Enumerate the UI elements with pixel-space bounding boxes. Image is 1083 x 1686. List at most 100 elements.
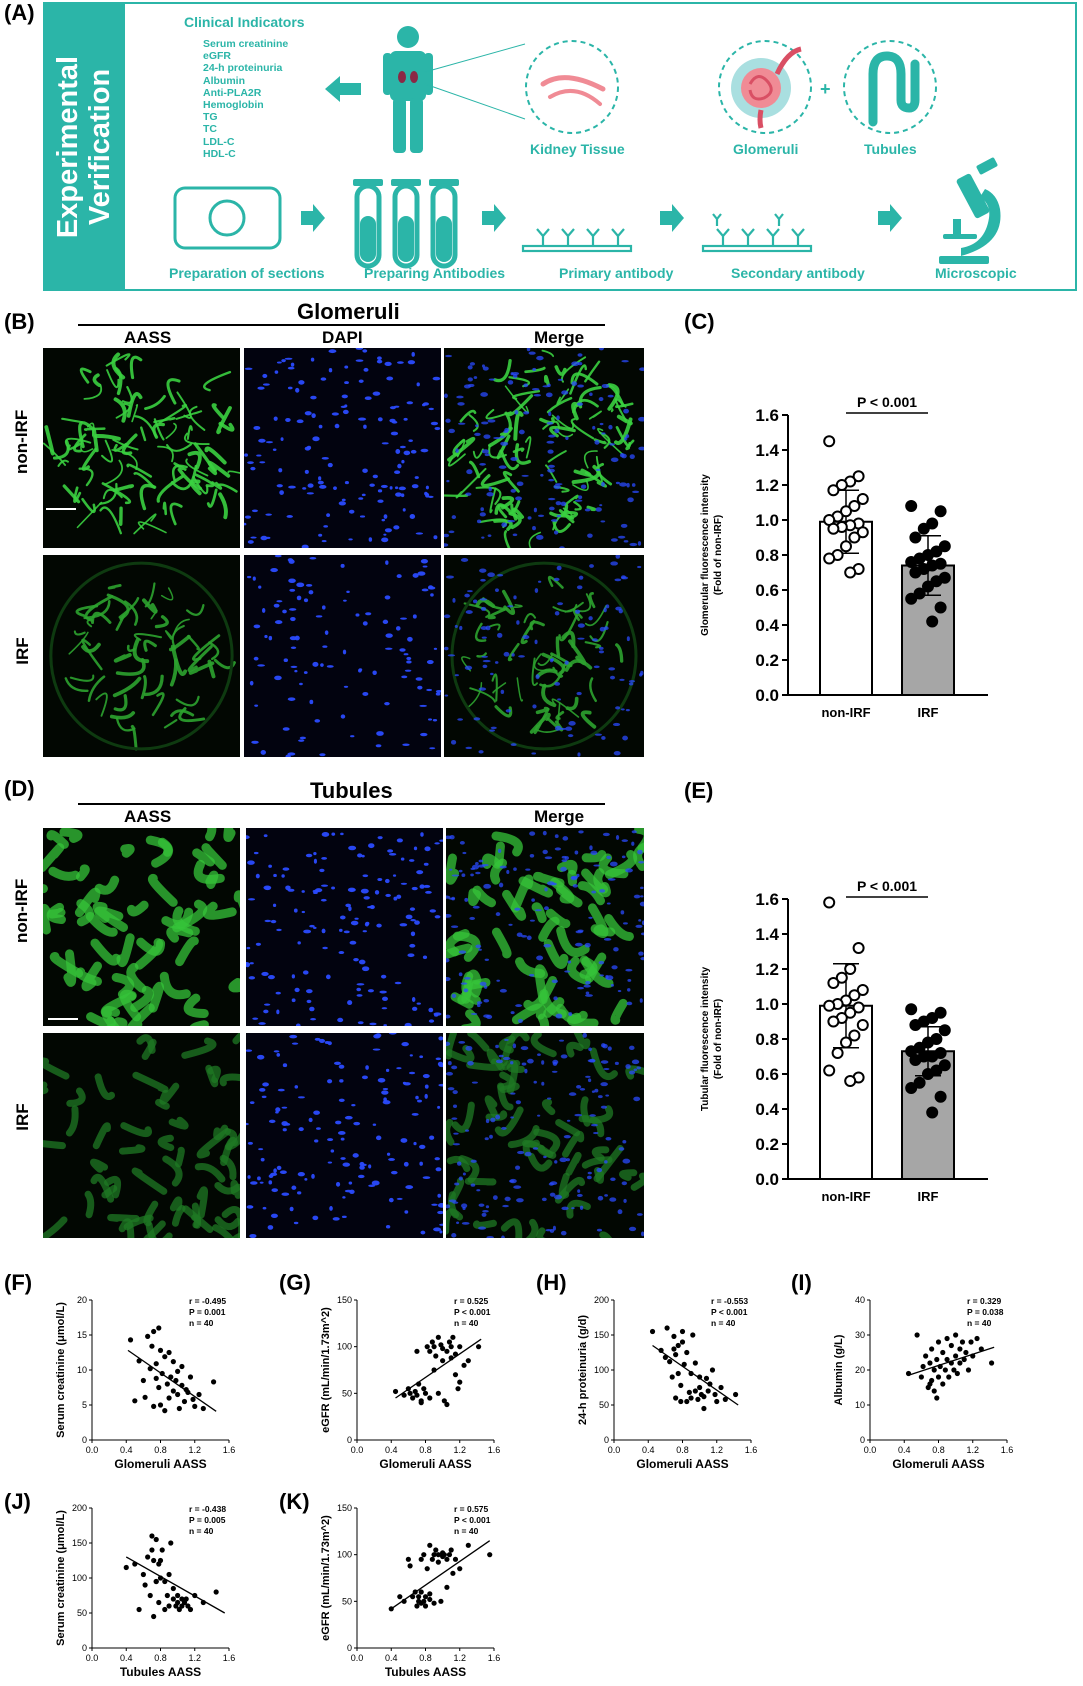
y-tick-label: 200 — [72, 1503, 87, 1513]
data-point — [934, 601, 947, 614]
y-tick-label: 1.4 — [755, 441, 779, 460]
data-point — [848, 500, 861, 512]
micrograph-tubules-aass-non-irf — [43, 828, 240, 1026]
data-point — [142, 1394, 148, 1400]
data-point — [844, 963, 857, 975]
data-point — [673, 1352, 679, 1358]
y-tick-label: 0.4 — [755, 616, 779, 635]
micrograph-tubules-merge-irf — [446, 1033, 644, 1238]
data-point — [166, 1603, 172, 1609]
x-tick-label: 1.2 — [966, 1445, 979, 1455]
data-point — [856, 526, 869, 539]
data-point — [431, 1600, 437, 1606]
y-tick-label: 15 — [77, 1330, 87, 1340]
y-axis-label: Tubular fluorescence intensity (Fold of n… — [700, 966, 724, 1111]
data-point — [905, 556, 918, 568]
x-tick-label: 0.8 — [676, 1445, 689, 1455]
data-point — [965, 1367, 972, 1373]
y-tick-label: 0 — [347, 1643, 352, 1653]
data-point — [923, 1353, 929, 1359]
data-point — [848, 989, 861, 1002]
data-point — [690, 1332, 696, 1338]
regression-line — [125, 1556, 226, 1614]
data-point — [151, 1613, 157, 1620]
chart-j-scatter: 0 50 100 150 200 0.0 0.4 0.8 1.2 1.6 Tubules AASS S… — [55, 1503, 235, 1679]
test-tubes-icon — [353, 179, 459, 269]
data-point — [410, 1395, 416, 1401]
data-point — [827, 522, 840, 535]
stat-label: P = 0.005 — [189, 1515, 226, 1525]
glomeruli-label: Glomeruli — [733, 141, 799, 157]
data-point — [688, 1395, 694, 1401]
data-point — [649, 1328, 656, 1335]
row-label-irf: IRF — [13, 1103, 32, 1131]
stat-label: r = -0.438 — [189, 1504, 226, 1514]
data-point — [931, 1388, 937, 1394]
data-point — [675, 1370, 681, 1377]
data-point — [701, 1405, 707, 1412]
data-point — [692, 1360, 698, 1366]
data-point — [848, 531, 861, 544]
data-point — [170, 1596, 176, 1602]
data-point — [461, 1362, 467, 1368]
y-axis-label: eGFR (mL/min/1.73m^2) — [320, 1307, 332, 1433]
data-point — [905, 1003, 918, 1016]
data-point — [164, 1592, 170, 1599]
data-point — [132, 1398, 138, 1404]
y-tick-label: 150 — [337, 1295, 352, 1305]
data-point — [149, 1547, 155, 1553]
column-title-merge: Merge — [534, 807, 585, 826]
stat-label: n = 40 — [189, 1526, 214, 1536]
arrow-right-icon — [660, 204, 684, 232]
data-point — [455, 1386, 461, 1392]
stat-label: r = 0.575 — [454, 1504, 489, 1514]
y-tick-label: 0.2 — [755, 1135, 779, 1154]
data-point — [422, 1603, 429, 1609]
data-point — [427, 1591, 433, 1597]
panel-a-side-title: Experimental Verification — [52, 55, 116, 237]
column-title-dapi: DAPI — [322, 328, 363, 347]
panel-b-title-rule — [78, 324, 605, 326]
panel-label-k: (K) — [279, 1489, 310, 1514]
y-tick-label: 50 — [599, 1400, 609, 1410]
data-point — [852, 942, 865, 954]
y-axis-label: eGFR (mL/min/1.73m^2) — [320, 1515, 332, 1641]
x-axis-label: Tubules AASS — [120, 1665, 201, 1679]
data-point — [942, 1367, 948, 1373]
data-point — [441, 1552, 447, 1558]
x-tick-label: 0.0 — [351, 1653, 364, 1663]
data-point — [669, 1374, 675, 1380]
data-point — [957, 1360, 963, 1366]
x-tick-label: 0.4 — [120, 1653, 133, 1663]
data-point — [446, 1339, 453, 1345]
x-tick-label: 0.8 — [419, 1653, 432, 1663]
data-point — [961, 1356, 967, 1363]
side-title-line1: Experimental — [52, 55, 85, 238]
data-point — [927, 1360, 933, 1366]
x-tick-label: 0.0 — [608, 1445, 621, 1455]
data-point — [856, 984, 869, 996]
data-point — [671, 1346, 677, 1352]
data-point — [844, 1006, 857, 1019]
data-point — [153, 1536, 159, 1543]
chart-f-scatter: 0 5 10 15 20 0.0 0.4 0.8 1.2 1.6 Glomeruli AASS Ser… — [55, 1295, 235, 1471]
data-point — [173, 1377, 179, 1384]
data-point — [688, 1370, 694, 1377]
data-point — [963, 1349, 969, 1356]
data-point — [418, 1589, 424, 1595]
stat-label: n = 40 — [454, 1526, 479, 1536]
data-point — [159, 1547, 165, 1553]
data-point — [840, 505, 852, 518]
x-axis-label: Glomeruli AASS — [636, 1457, 728, 1471]
regression-line — [395, 1338, 482, 1399]
data-point — [827, 1015, 840, 1028]
data-point — [149, 1343, 155, 1349]
regression-line — [127, 1349, 217, 1412]
y-axis-label: Glomerular fluorescence intensity (Fold o… — [700, 474, 724, 636]
data-point — [929, 1346, 935, 1352]
column-title-aass: AASS — [124, 807, 172, 826]
data-point — [142, 1582, 148, 1588]
data-point — [684, 1349, 690, 1356]
data-point — [123, 1564, 129, 1571]
panel-a-illustration: + — [173, 26, 1001, 269]
